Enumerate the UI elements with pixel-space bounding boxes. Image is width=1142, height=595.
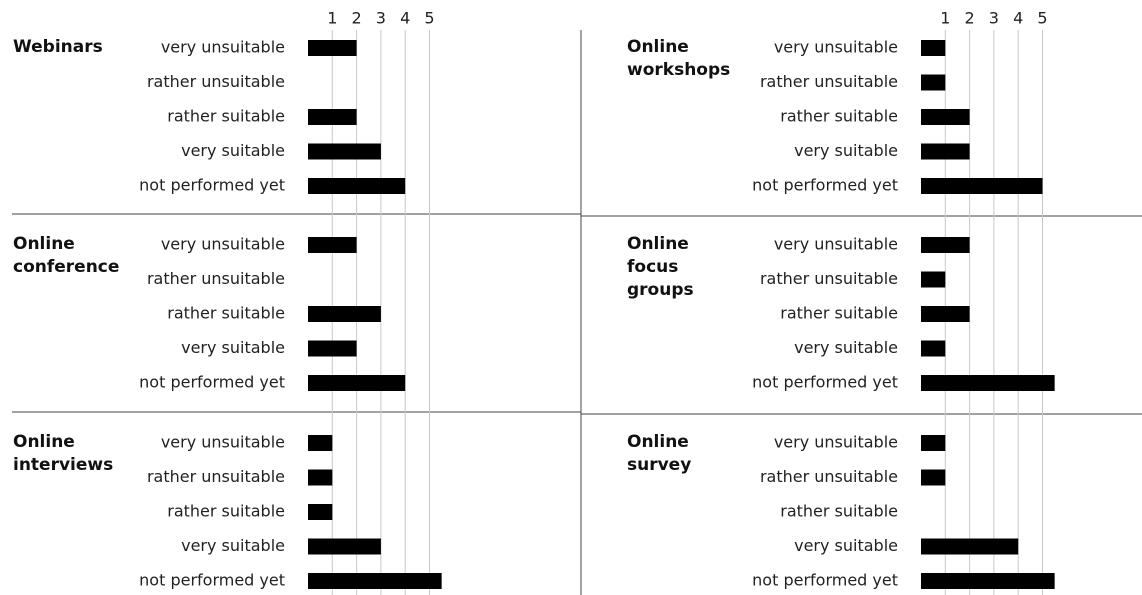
- panel-title: Online survey: [627, 432, 692, 475]
- category-label: very suitable: [181, 536, 285, 555]
- panel-title: Online conference: [13, 234, 120, 277]
- x-tick-label: 4: [400, 9, 410, 28]
- category-label: not performed yet: [752, 373, 898, 392]
- category-label: rather suitable: [780, 107, 898, 126]
- x-tick-label: 3: [376, 9, 386, 28]
- x-tick-label: 5: [424, 9, 434, 28]
- bar: [308, 40, 357, 56]
- bar: [921, 237, 970, 253]
- category-label: not performed yet: [139, 176, 285, 195]
- category-label: rather unsuitable: [760, 467, 898, 486]
- bar: [921, 74, 946, 91]
- category-label: very unsuitable: [161, 38, 285, 57]
- category-label: rather unsuitable: [147, 467, 285, 486]
- category-label: very unsuitable: [161, 433, 285, 452]
- x-tick-label: 4: [1013, 9, 1023, 28]
- category-label: not performed yet: [752, 176, 898, 195]
- bar: [308, 143, 381, 160]
- bar: [921, 538, 1019, 555]
- bar: [921, 271, 946, 288]
- panel-title: Online workshops: [627, 37, 731, 80]
- bar: [308, 237, 357, 253]
- x-tick-label: 2: [352, 9, 362, 28]
- x-tick-label: 1: [940, 9, 950, 28]
- category-label: rather suitable: [780, 304, 898, 323]
- bar: [921, 435, 946, 451]
- category-label: rather suitable: [167, 304, 285, 323]
- bar: [921, 573, 1055, 589]
- x-tick-label: 1: [327, 9, 337, 28]
- bar: [308, 306, 381, 322]
- category-label: not performed yet: [139, 373, 285, 392]
- bar: [308, 340, 357, 357]
- category-label: rather unsuitable: [147, 269, 285, 288]
- category-label: rather unsuitable: [760, 72, 898, 91]
- bar: [308, 538, 381, 555]
- x-tick-label: 3: [989, 9, 999, 28]
- category-label: very suitable: [794, 536, 898, 555]
- panel-title: Online interviews: [13, 432, 114, 475]
- bar: [921, 178, 1043, 194]
- bar: [308, 504, 333, 520]
- category-label: rather unsuitable: [760, 269, 898, 288]
- bar: [921, 469, 946, 486]
- bar: [308, 109, 357, 125]
- x-tick-label: 5: [1037, 9, 1047, 28]
- category-label: very unsuitable: [774, 38, 898, 57]
- category-label: very unsuitable: [774, 433, 898, 452]
- category-label: rather suitable: [167, 107, 285, 126]
- category-label: not performed yet: [752, 571, 898, 590]
- category-label: very suitable: [181, 141, 285, 160]
- category-label: very suitable: [794, 338, 898, 357]
- category-label: very unsuitable: [774, 235, 898, 254]
- bar: [308, 375, 406, 391]
- bar: [921, 143, 970, 160]
- bar: [921, 306, 970, 322]
- bar: [308, 469, 333, 486]
- category-label: not performed yet: [139, 571, 285, 590]
- bar: [921, 340, 946, 357]
- x-tick-label: 2: [965, 9, 975, 28]
- category-label: very unsuitable: [161, 235, 285, 254]
- category-label: rather suitable: [780, 502, 898, 521]
- bar: [308, 178, 406, 194]
- bar: [921, 375, 1055, 391]
- category-label: very suitable: [794, 141, 898, 160]
- panel-title: Webinars: [13, 37, 103, 57]
- category-label: rather unsuitable: [147, 72, 285, 91]
- bar: [921, 40, 946, 56]
- panel-title: Online focus groups: [627, 234, 694, 300]
- category-label: very suitable: [181, 338, 285, 357]
- bar: [308, 573, 442, 589]
- category-label: rather suitable: [167, 502, 285, 521]
- bar: [308, 435, 333, 451]
- bar: [921, 109, 970, 125]
